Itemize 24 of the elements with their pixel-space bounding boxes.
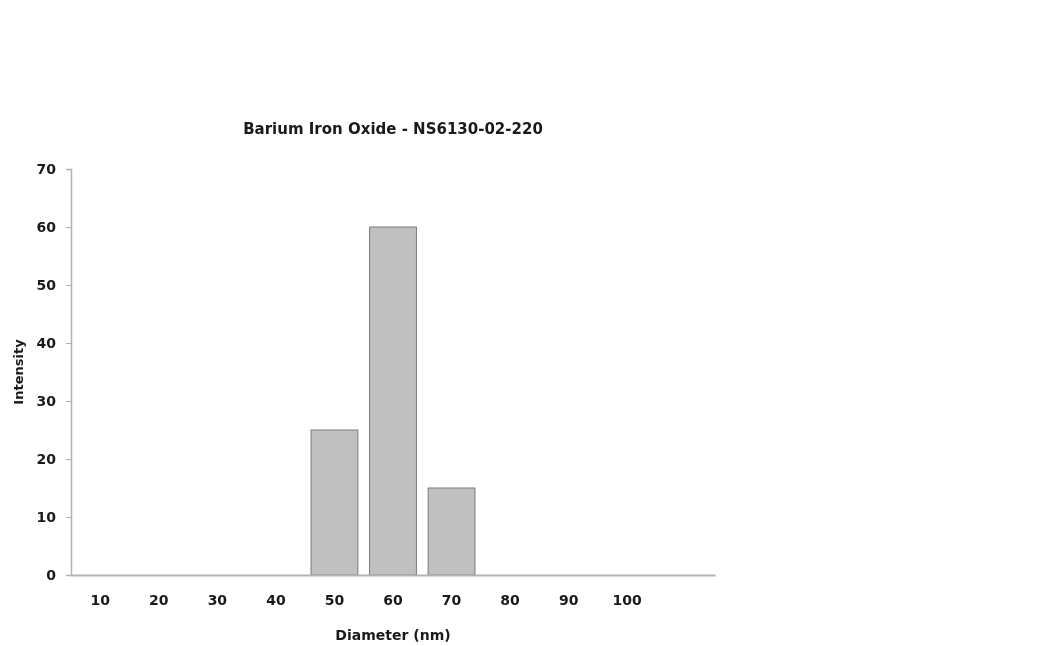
bar bbox=[310, 429, 359, 576]
x-tick-label: 40 bbox=[266, 591, 286, 608]
y-axis-title: Intensity bbox=[11, 338, 26, 405]
y-tick-label: 40 bbox=[36, 334, 57, 351]
y-tick-label: 70 bbox=[36, 160, 57, 177]
y-tick-label: 0 bbox=[46, 566, 57, 583]
x-tick-label: 70 bbox=[441, 591, 462, 608]
x-tick-label: 80 bbox=[500, 591, 521, 608]
bar bbox=[427, 487, 476, 576]
x-tick-label: 10 bbox=[90, 591, 111, 608]
x-axis-title: Diameter (nm) bbox=[335, 627, 451, 643]
y-tick-label: 30 bbox=[36, 392, 57, 409]
x-tick-label: 50 bbox=[324, 591, 345, 608]
bar bbox=[369, 226, 417, 576]
y-tick-label: 20 bbox=[36, 450, 57, 467]
chart-title: Barium Iron Oxide - NS6130-02-220 bbox=[243, 120, 543, 138]
x-tick-label: 60 bbox=[383, 591, 403, 608]
x-tick-label: 20 bbox=[149, 591, 169, 608]
x-tick-label: 90 bbox=[558, 591, 579, 608]
x-tick-label: 30 bbox=[207, 591, 228, 608]
y-tick-label: 50 bbox=[36, 276, 57, 293]
x-tick-label: 100 bbox=[612, 591, 643, 608]
y-tick-label: 60 bbox=[36, 218, 57, 235]
y-tick-label: 10 bbox=[36, 508, 57, 525]
